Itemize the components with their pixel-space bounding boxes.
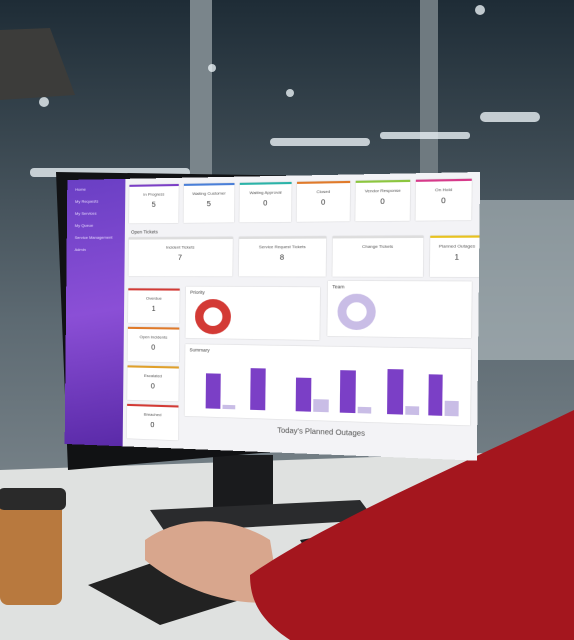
status-card: Waiting Approval 0	[239, 181, 292, 223]
ticket-card: Incident Tickets 7	[128, 236, 233, 277]
pillar	[420, 0, 438, 190]
status-card: On Hold 0	[415, 178, 472, 221]
hand	[145, 521, 280, 603]
sidebar-item: My Queue	[74, 222, 94, 228]
card-value: 1	[454, 254, 460, 262]
card-label: Waiting Customer	[192, 190, 226, 197]
section-title: Open Tickets	[130, 229, 158, 235]
card-label: Closed	[316, 188, 331, 195]
card-value: 0	[380, 198, 385, 207]
card-label: Vendor Response	[364, 187, 401, 194]
card-label: Breached	[143, 411, 162, 418]
card-value: 5	[151, 201, 156, 209]
card-label: Open Incidents	[139, 334, 168, 340]
status-card: Waiting Customer 5	[183, 182, 235, 223]
card-value: 0	[441, 197, 446, 206]
coffee-cup	[0, 500, 62, 605]
card-label: Planned Outages	[438, 243, 476, 249]
footer-title: Today's Planned Outages	[277, 427, 366, 438]
side-card: Overdue 1	[127, 288, 180, 324]
side-card: Breached 0	[126, 403, 179, 441]
card-value: 0	[263, 200, 268, 208]
card-label: Change Tickets	[361, 243, 394, 249]
card-label: Waiting Approval	[249, 189, 282, 196]
mouse-pad	[88, 555, 240, 625]
summary-panel: Summary	[184, 344, 472, 426]
team-donut	[334, 290, 379, 333]
card-value: 0	[150, 383, 155, 391]
dashboard-screen: Home My Requests My Services My Queue Servic…	[64, 172, 481, 461]
cup-lid	[0, 488, 66, 510]
ticket-card: Service Request Tickets 8	[238, 236, 327, 277]
card-value: 7	[177, 254, 183, 262]
sidebar-item: Home	[75, 186, 86, 192]
panel-title: Team	[332, 284, 345, 290]
lamp	[0, 28, 75, 100]
card-label: Incident Tickets	[165, 244, 195, 250]
card-value: 5	[206, 200, 211, 209]
status-card: In Progress 5	[129, 183, 179, 224]
card-label: Overdue	[145, 295, 162, 301]
card-value: 0	[150, 421, 155, 430]
card-label: Service Request Tickets	[258, 243, 306, 250]
status-card: Closed 0	[296, 180, 351, 222]
pillar	[190, 0, 212, 200]
side-card: Open Incidents 0	[127, 326, 180, 363]
sidebar-item: My Services	[74, 210, 97, 216]
ticket-card: Change Tickets	[332, 235, 424, 277]
card-label: In Progress	[143, 191, 165, 197]
summary-bars	[205, 368, 459, 417]
status-card: Vendor Response 0	[355, 179, 411, 222]
card-label: On Hold	[435, 186, 453, 193]
sleeve	[250, 410, 574, 640]
sidebar: Home My Requests My Services My Queue Servic…	[64, 178, 126, 447]
card-value: 8	[279, 254, 285, 262]
panel-title: Priority	[190, 289, 205, 295]
priority-donut	[192, 296, 235, 338]
card-value: 0	[321, 199, 326, 207]
sidebar-item: Service Management	[74, 234, 113, 240]
priority-panel: Priority	[185, 286, 321, 341]
side-card: Escalated 0	[127, 365, 179, 402]
sidebar-item: Admin	[74, 246, 86, 252]
outage-card: Planned Outages 1	[429, 235, 481, 278]
sidebar-item: My Requests	[75, 198, 99, 204]
card-value: 0	[151, 344, 156, 352]
card-value: 1	[151, 305, 156, 313]
team-panel: Team	[327, 280, 472, 339]
card-label: Escalated	[143, 372, 163, 379]
